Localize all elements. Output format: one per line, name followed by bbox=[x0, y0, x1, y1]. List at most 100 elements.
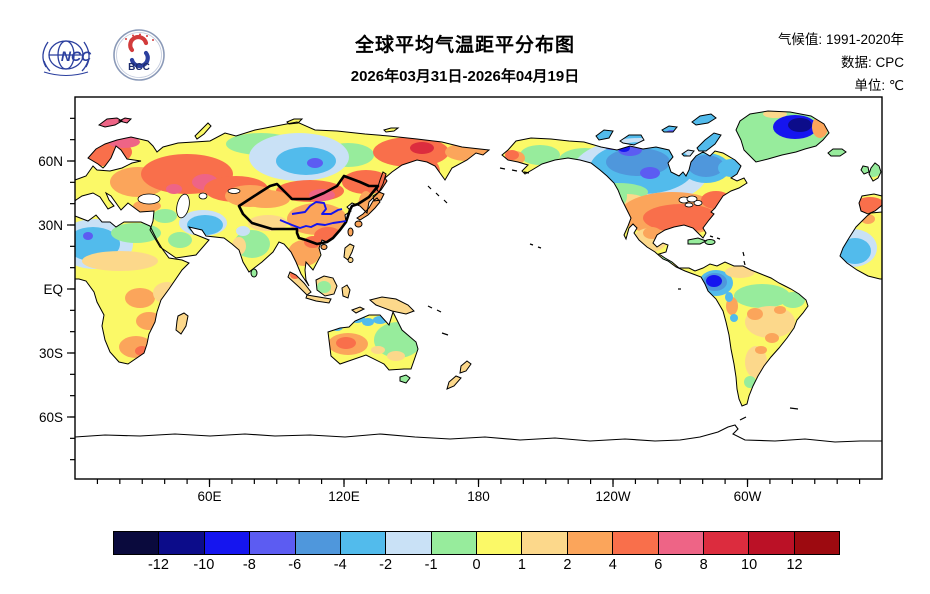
south-georgia bbox=[789, 407, 799, 410]
colorbar-labels: -12 -10 -8 -6 -4 -2 -1 0 1 2 4 6 8 10 12 bbox=[113, 557, 840, 577]
great-lake bbox=[686, 195, 698, 203]
colorbar-cell bbox=[522, 532, 568, 554]
yellow-river bbox=[291, 201, 343, 215]
colorbar-cell bbox=[749, 532, 795, 554]
anomaly-blob bbox=[125, 288, 155, 308]
anomaly-blob bbox=[166, 184, 182, 194]
bahamas bbox=[709, 235, 721, 240]
colorbar-cell bbox=[250, 532, 296, 554]
anomaly-blob bbox=[362, 318, 374, 326]
lat-label: EQ bbox=[43, 282, 63, 297]
antilles bbox=[742, 251, 746, 266]
ncc-logo-text: NCC bbox=[61, 48, 92, 64]
anomaly-blob bbox=[317, 281, 331, 293]
lat-label: 30N bbox=[38, 218, 63, 233]
colorbar-label: -10 bbox=[193, 557, 215, 573]
colorbar-label: 12 bbox=[786, 557, 803, 573]
anomaly-blob bbox=[781, 292, 805, 308]
colorbar-label: -4 bbox=[333, 557, 347, 573]
colorbar-label: 8 bbox=[699, 557, 708, 573]
great-lake bbox=[693, 200, 703, 206]
lon-label: 60W bbox=[734, 489, 762, 504]
colorbar-label: -12 bbox=[147, 557, 169, 573]
colorbar-label: -8 bbox=[242, 557, 256, 573]
lat-label: 60S bbox=[39, 410, 63, 425]
lon-label: 120W bbox=[595, 489, 631, 504]
axis-labels: 60N 30N EQ 30S 60S 60E 120E 180 120W 60W bbox=[38, 154, 761, 504]
anomaly-blob bbox=[242, 190, 290, 208]
anomaly-blob bbox=[665, 130, 679, 138]
colorbar-cell bbox=[477, 532, 523, 554]
china-rivers bbox=[279, 201, 347, 229]
yangtze-river bbox=[279, 219, 347, 229]
anomaly-blob bbox=[747, 308, 763, 320]
new-caledonia bbox=[441, 332, 449, 336]
colorbar-cell bbox=[567, 532, 614, 554]
anomaly-blob bbox=[111, 223, 161, 243]
anomaly-blob bbox=[168, 232, 192, 248]
lake-balkhash bbox=[227, 188, 241, 194]
colorbar-label: 4 bbox=[608, 557, 617, 573]
bcc-swirl-blue bbox=[129, 50, 150, 69]
anomaly-blob bbox=[718, 159, 746, 177]
anomaly-blob bbox=[371, 346, 385, 354]
china-border bbox=[237, 174, 380, 246]
anomaly-blob bbox=[734, 284, 790, 308]
anomaly-blob bbox=[307, 158, 323, 168]
anomaly-blob bbox=[744, 376, 756, 388]
aral-sea bbox=[198, 192, 208, 200]
anomaly-blob bbox=[410, 142, 434, 154]
meta-block: 气候值: 1991-2020年 数据: CPC 单位: ℃ bbox=[778, 28, 904, 97]
meta-source: 数据: CPC bbox=[840, 55, 904, 70]
land-nz bbox=[447, 361, 471, 389]
solomon-islands bbox=[427, 305, 442, 313]
colorbar-cell bbox=[613, 532, 659, 554]
colorbar-cell bbox=[794, 532, 839, 554]
great-lake bbox=[684, 202, 694, 208]
caspian-sea bbox=[176, 193, 190, 219]
anomaly-blob bbox=[153, 209, 177, 223]
anomaly-blob bbox=[82, 251, 158, 271]
bcc-logo-text: BCC bbox=[128, 62, 150, 73]
colorbar-cell bbox=[204, 532, 251, 554]
anomaly-blob bbox=[788, 118, 812, 132]
anomaly-blob bbox=[276, 147, 336, 175]
axis-ticks bbox=[67, 117, 861, 487]
colorbar-cell bbox=[295, 532, 341, 554]
lon-label: 180 bbox=[467, 489, 490, 504]
anomaly-blob bbox=[634, 127, 646, 133]
lon-label: 120E bbox=[328, 489, 360, 504]
bcc-logo-stars bbox=[125, 33, 154, 41]
south-shetland bbox=[739, 416, 747, 421]
colorbar-label: 10 bbox=[741, 557, 758, 573]
anomaly-blob bbox=[136, 312, 162, 330]
anomaly-blob bbox=[387, 351, 405, 361]
anomaly-blob bbox=[445, 143, 489, 161]
colorbar-cell bbox=[658, 532, 704, 554]
anomaly-blob bbox=[331, 323, 343, 331]
hawaii-islands bbox=[529, 243, 542, 249]
anomaly-blob bbox=[153, 282, 181, 304]
small-islands-layer bbox=[427, 167, 799, 421]
colorbar-label: -2 bbox=[379, 557, 393, 573]
anomaly-blob bbox=[774, 306, 786, 314]
anomaly-blob bbox=[688, 155, 724, 177]
colorbar-label: 6 bbox=[654, 557, 663, 573]
antarctica-coastline bbox=[74, 424, 882, 443]
anomaly-blob bbox=[725, 266, 755, 278]
colorbar-cell bbox=[703, 532, 750, 554]
colorbar-label: -6 bbox=[288, 557, 302, 573]
kuril-islands bbox=[427, 185, 448, 204]
anomaly-blob bbox=[730, 314, 738, 322]
colorbar-label: 2 bbox=[563, 557, 572, 573]
anomaly-blob bbox=[505, 150, 519, 160]
aleutian-islands bbox=[499, 167, 530, 174]
colorbar-cell bbox=[386, 532, 432, 554]
colorbar bbox=[113, 531, 840, 555]
lat-label: 60N bbox=[38, 154, 63, 169]
anomaly-blob bbox=[603, 140, 621, 150]
land-novaya bbox=[195, 123, 211, 139]
anomaly-blob bbox=[336, 337, 356, 349]
